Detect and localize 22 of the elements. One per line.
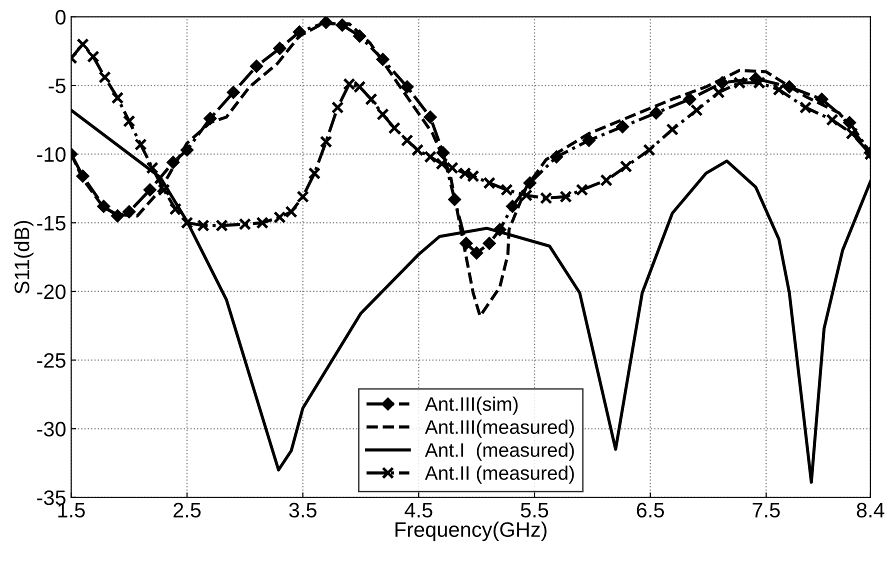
legend-label: Ant.III(measured) xyxy=(424,420,574,438)
y-tick-label: -20 xyxy=(37,284,66,300)
y-axis-title: S11(dB) xyxy=(14,220,34,294)
x-tick-label: 6.5 xyxy=(636,502,664,518)
legend-label: Ant.III(sim) xyxy=(424,396,518,415)
x-tick-label: 4.5 xyxy=(404,502,432,518)
x-tick-label: 8.4 xyxy=(856,502,884,518)
x-axis-title: Frequency(GHz) xyxy=(396,522,547,542)
x-tick-label: 2.5 xyxy=(174,502,201,518)
legend-label: Ant.I (measured) xyxy=(424,442,574,461)
y-tick-label: 0 xyxy=(56,10,66,25)
x-tick-label: 5.5 xyxy=(520,502,548,518)
y-tick-label: -35 xyxy=(37,490,66,506)
y-tick-label: -5 xyxy=(48,78,66,94)
y-tick-label: -30 xyxy=(37,422,66,436)
y-tick-label: -25 xyxy=(37,353,66,368)
legend-label: Ant.II (measured) xyxy=(424,466,574,484)
x-tick-label: 3.5 xyxy=(289,502,316,518)
y-tick-label: -10 xyxy=(37,147,66,162)
y-tick-label: -15 xyxy=(37,216,66,231)
x-tick-label: 7.5 xyxy=(752,502,780,518)
x-tick-label: 1.5 xyxy=(58,502,85,518)
